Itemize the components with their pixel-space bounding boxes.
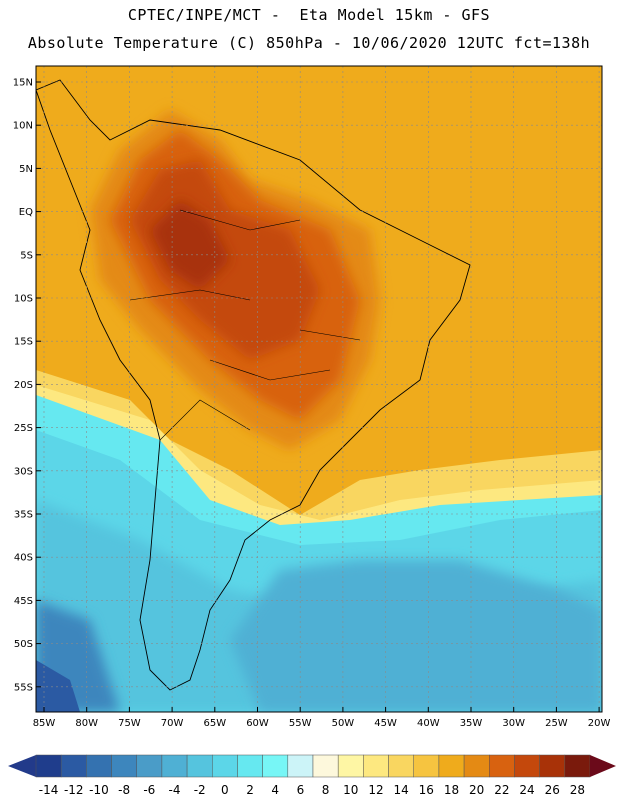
- longitude-label: 55W: [289, 718, 312, 729]
- colorbar-label: 26: [545, 783, 560, 797]
- colorbar-swatch: [111, 754, 137, 778]
- colorbar-swatch: [60, 754, 87, 778]
- latitude-label: 30S: [14, 466, 33, 477]
- longitude-label: 20W: [588, 718, 611, 729]
- colorbar-label: -10: [89, 783, 109, 797]
- colorbar-label: 6: [297, 783, 305, 797]
- colorbar-swatch: [136, 754, 163, 778]
- latitude-label: 15S: [14, 337, 33, 348]
- temperature-field: [36, 66, 602, 712]
- latitude-label: 10N: [13, 121, 33, 132]
- latitude-label: EQ: [19, 207, 33, 218]
- map-title-line-2: Absolute Temperature (C) 850hPa - 10/06/…: [27, 34, 591, 52]
- colorbar-under-arrow: [8, 755, 36, 777]
- colorbar-swatch: [212, 754, 238, 778]
- latitude-label: 25S: [14, 423, 33, 434]
- graticule: [36, 66, 602, 712]
- latitude-label: 40S: [14, 553, 33, 564]
- longitude-label: 85W: [33, 718, 56, 729]
- longitude-label: 50W: [332, 718, 355, 729]
- longitude-label: 80W: [75, 718, 98, 729]
- latitude-label: 10S: [14, 294, 33, 305]
- colorbar-label: 0: [221, 783, 229, 797]
- colorbar-label: 28: [570, 783, 585, 797]
- longitude-label: 30W: [502, 718, 525, 729]
- latitude-labels: 15N 10N 5N EQ 5S 10S 15S 20S 25S 30S 35S 40S 45S 50S 5…: [13, 78, 33, 694]
- colorbar-swatch: [186, 754, 213, 778]
- map-frame: [35, 65, 603, 713]
- colorbar-label: -2: [194, 783, 206, 797]
- colorbar-swatch: [388, 754, 414, 778]
- colorbar-label: 24: [519, 783, 534, 797]
- colorbar-label: 4: [271, 783, 279, 797]
- colorbar-label: 10: [343, 783, 358, 797]
- colorbar-swatch: [514, 754, 540, 778]
- colorbar-swatch: [413, 754, 440, 778]
- map-title-line-1: CPTEC/INPE/MCT - Eta Model 15km - GFS: [127, 6, 491, 24]
- latitude-label: 20S: [14, 380, 33, 391]
- colorbar-label: -12: [64, 783, 84, 797]
- latitude-label: 5N: [19, 164, 33, 175]
- colorbar-label: 20: [469, 783, 484, 797]
- colorbar-swatch: [237, 754, 263, 778]
- latitude-label: 35S: [14, 510, 33, 521]
- colorbar-label: 2: [246, 783, 254, 797]
- latitude-label: 50S: [14, 639, 33, 650]
- colorbar-label: 16: [419, 783, 434, 797]
- colorbar-label: 14: [393, 783, 408, 797]
- colorbar-swatch: [438, 754, 465, 778]
- colorbar-swatch: [312, 754, 339, 778]
- colorbar-swatch: [564, 754, 591, 778]
- colorbar-label: 18: [444, 783, 459, 797]
- country-borders: [129, 209, 361, 441]
- longitude-label: 35W: [460, 718, 483, 729]
- colorbar-label: -14: [39, 783, 59, 797]
- colorbar-label: -6: [143, 783, 155, 797]
- colorbar-label: -4: [169, 783, 181, 797]
- colorbar-label: 22: [494, 783, 509, 797]
- colorbar-swatch: [539, 754, 566, 778]
- latitude-label: 55S: [14, 682, 33, 693]
- colorbar-label: 8: [322, 783, 330, 797]
- colorbar-swatch: [287, 754, 314, 778]
- latitude-label: 45S: [14, 596, 33, 607]
- longitude-labels: 85W 80W 75W 70W 65W 60W 55W 50W 45W 40W 35W 30W 25W 2…: [33, 718, 611, 729]
- colorbar-swatch: [161, 754, 188, 778]
- longitude-label: 40W: [417, 718, 440, 729]
- colorbar-swatch: [262, 754, 289, 778]
- longitude-label: 25W: [545, 718, 568, 729]
- coastline: [36, 79, 471, 691]
- colorbar-label: -8: [118, 783, 130, 797]
- colorbar-swatch: [337, 754, 364, 778]
- longitude-label: 75W: [118, 718, 141, 729]
- colorbar-swatch: [489, 754, 515, 778]
- colorbar-swatch: [86, 754, 112, 778]
- longitude-label: 60W: [246, 718, 269, 729]
- colorbar-swatch: [363, 754, 389, 778]
- longitude-label: 65W: [203, 718, 226, 729]
- longitude-label: 70W: [161, 718, 184, 729]
- colorbar-swatch: [463, 754, 490, 778]
- latitude-label: 5S: [20, 250, 33, 261]
- latitude-label: 15N: [13, 78, 33, 89]
- colorbar-swatch: [35, 754, 62, 778]
- colorbar-over-arrow: [590, 755, 616, 777]
- color-legend: -14 -12 -10 -8 -6 -4 -2 0 2 4 6 8 10 12 14 16 18 20 22 24 26…: [8, 754, 616, 797]
- colorbar-label: 12: [368, 783, 383, 797]
- longitude-label: 45W: [374, 718, 397, 729]
